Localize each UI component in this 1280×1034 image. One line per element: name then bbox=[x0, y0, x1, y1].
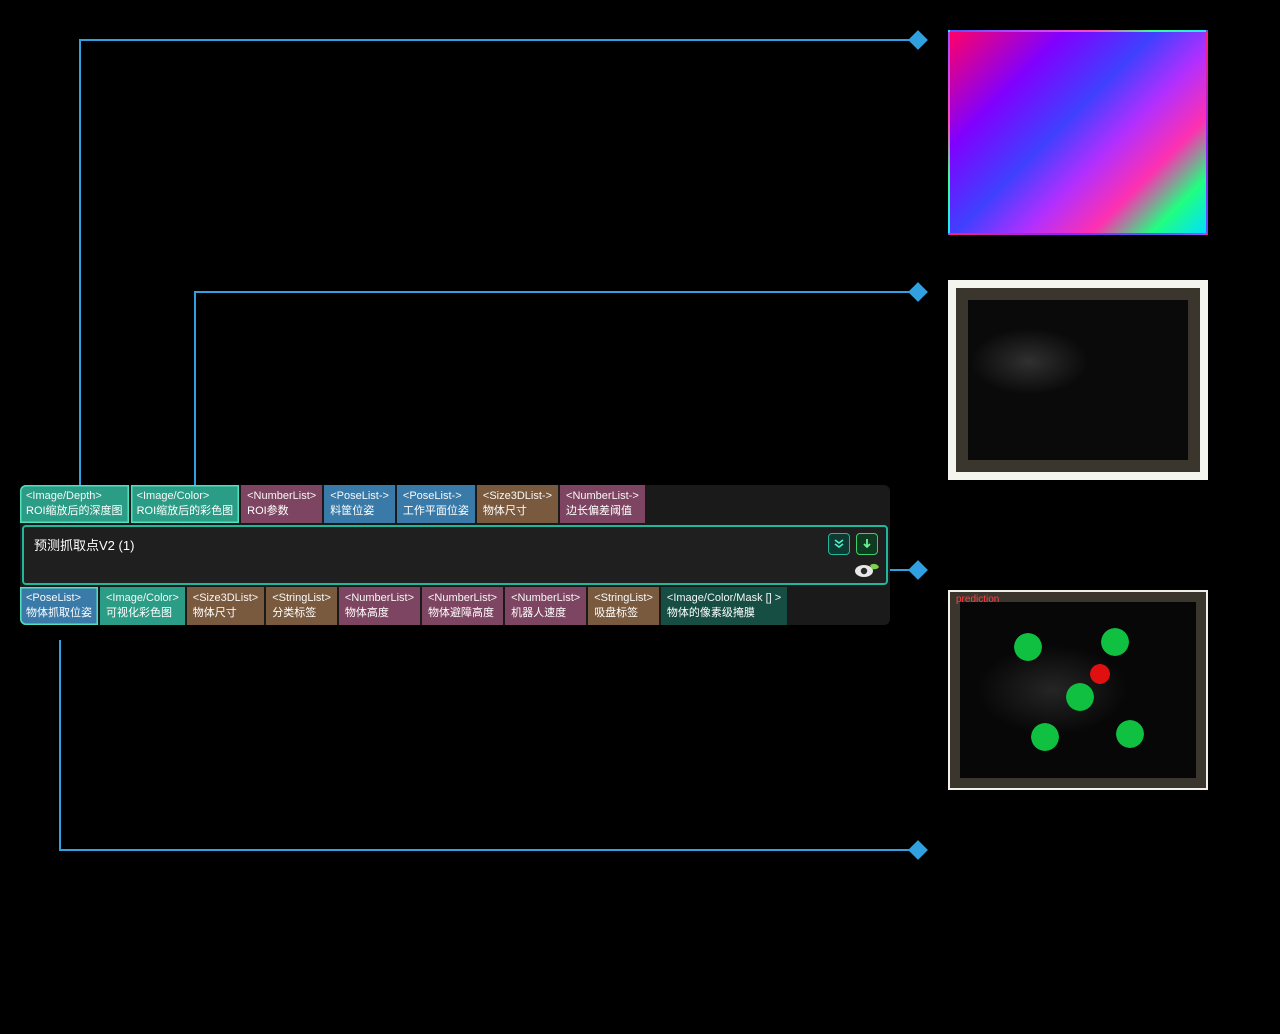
port-label: 可视化彩色图 bbox=[106, 606, 179, 621]
port-type: <PoseList> bbox=[26, 591, 92, 606]
output-port-0[interactable]: <PoseList>物体抓取位姿 bbox=[20, 587, 98, 625]
port-label: 物体高度 bbox=[345, 606, 414, 621]
port-type: <NumberList-> bbox=[566, 489, 639, 504]
output-port-2[interactable]: <Size3DList>物体尺寸 bbox=[187, 587, 264, 625]
port-label: 机器人速度 bbox=[511, 606, 580, 621]
preview-result-caption: prediction bbox=[956, 594, 999, 605]
port-label: 料筐位姿 bbox=[330, 504, 389, 519]
port-label: 物体尺寸 bbox=[193, 606, 258, 621]
input-port-3[interactable]: <PoseList->料筐位姿 bbox=[324, 485, 395, 523]
port-label: ROI缩放后的彩色图 bbox=[137, 504, 234, 519]
port-type: <Image/Color> bbox=[137, 489, 234, 504]
chevron-down-double-icon bbox=[833, 538, 845, 550]
output-port-5[interactable]: <NumberList>物体避障高度 bbox=[422, 587, 503, 625]
port-type: <Size3DList-> bbox=[483, 489, 552, 504]
preview-depth-image bbox=[948, 30, 1208, 235]
input-port-5[interactable]: <Size3DList->物体尺寸 bbox=[477, 485, 558, 523]
output-port-4[interactable]: <NumberList>物体高度 bbox=[339, 587, 420, 625]
input-port-row: <Image/Depth>ROI缩放后的深度图<Image/Color>ROI缩… bbox=[20, 485, 890, 523]
output-port-3[interactable]: <StringList>分类标签 bbox=[266, 587, 337, 625]
port-type: <NumberList> bbox=[511, 591, 580, 606]
port-type: <NumberList> bbox=[428, 591, 497, 606]
port-label: 物体的像素级掩膜 bbox=[667, 606, 781, 621]
port-type: <PoseList-> bbox=[403, 489, 469, 504]
port-label: 物体避障高度 bbox=[428, 606, 497, 621]
run-button[interactable] bbox=[856, 533, 878, 555]
input-port-4[interactable]: <PoseList->工作平面位姿 bbox=[397, 485, 475, 523]
arrow-down-icon bbox=[861, 538, 873, 550]
port-type: <Image/Color> bbox=[106, 591, 179, 606]
port-type: <Size3DList> bbox=[193, 591, 258, 606]
output-port-row: <PoseList>物体抓取位姿<Image/Color>可视化彩色图<Size… bbox=[20, 587, 890, 625]
node-body[interactable]: 预测抓取点V2 (1) bbox=[22, 525, 888, 585]
port-type: <Image/Color/Mask [] > bbox=[667, 591, 781, 606]
preview-color-image bbox=[948, 280, 1208, 480]
output-port-7[interactable]: <StringList>吸盘标签 bbox=[588, 587, 659, 625]
input-port-1[interactable]: <Image/Color>ROI缩放后的彩色图 bbox=[131, 485, 240, 523]
port-label: 工作平面位姿 bbox=[403, 504, 469, 519]
collapse-button[interactable] bbox=[828, 533, 850, 555]
output-port-1[interactable]: <Image/Color>可视化彩色图 bbox=[100, 587, 185, 625]
port-type: <NumberList> bbox=[247, 489, 316, 504]
port-label: 分类标签 bbox=[272, 606, 331, 621]
port-label: ROI缩放后的深度图 bbox=[26, 504, 123, 519]
port-label: 边长偏差阈值 bbox=[566, 504, 639, 519]
visualize-icon[interactable] bbox=[854, 561, 878, 579]
port-label: 吸盘标签 bbox=[594, 606, 653, 621]
node-title: 预测抓取点V2 (1) bbox=[34, 535, 876, 554]
port-type: <StringList> bbox=[272, 591, 331, 606]
port-type: <PoseList-> bbox=[330, 489, 389, 504]
port-type: <NumberList> bbox=[345, 591, 414, 606]
output-port-8[interactable]: <Image/Color/Mask [] >物体的像素级掩膜 bbox=[661, 587, 787, 625]
port-label: ROI参数 bbox=[247, 504, 316, 519]
port-label: 物体抓取位姿 bbox=[26, 606, 92, 621]
port-label: 物体尺寸 bbox=[483, 504, 552, 519]
port-type: <StringList> bbox=[594, 591, 653, 606]
input-port-0[interactable]: <Image/Depth>ROI缩放后的深度图 bbox=[20, 485, 129, 523]
output-port-6[interactable]: <NumberList>机器人速度 bbox=[505, 587, 586, 625]
port-type: <Image/Depth> bbox=[26, 489, 123, 504]
input-port-2[interactable]: <NumberList>ROI参数 bbox=[241, 485, 322, 523]
node-predict-grasp-v2[interactable]: <Image/Depth>ROI缩放后的深度图<Image/Color>ROI缩… bbox=[20, 485, 890, 625]
input-port-6[interactable]: <NumberList->边长偏差阈值 bbox=[560, 485, 645, 523]
preview-result-image: prediction bbox=[948, 590, 1208, 790]
